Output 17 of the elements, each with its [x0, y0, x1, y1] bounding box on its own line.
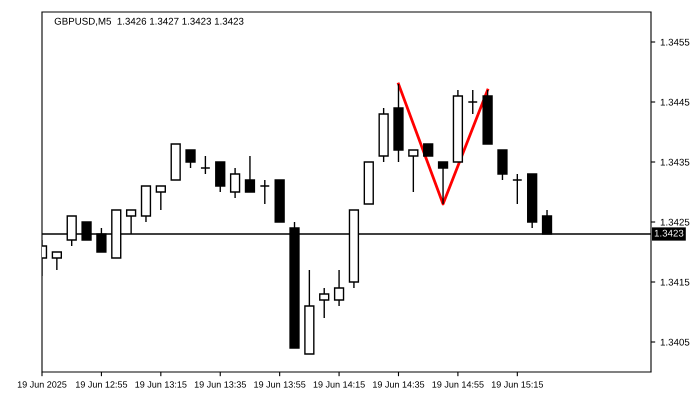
y-tick-label: 1.3435	[660, 158, 690, 166]
y-tick-label: 1.3415	[660, 278, 690, 286]
x-tick-label: 19 Jun 2025	[18, 381, 66, 388]
y-tick-label: 1.3445	[660, 98, 690, 106]
x-tick-label: 19 Jun 13:15	[135, 381, 187, 388]
x-tick-label: 19 Jun 15:15	[492, 381, 544, 388]
y-tick-label: 1.3405	[660, 338, 690, 346]
x-tick-label: 19 Jun 14:55	[432, 381, 484, 388]
x-tick-label: 19 Jun 14:35	[373, 381, 424, 388]
x-tick-label: 19 Jun 13:35	[194, 381, 246, 388]
text: GBPUSD,M5 1.3426 1.3427 1.3423 1.3423	[54, 18, 244, 26]
x-tick-label: 19 Jun 13:55	[254, 381, 306, 388]
x-tick-label: 19 Jun 12:55	[76, 381, 128, 388]
ref-line-label: 1.3423	[654, 230, 684, 237]
y-tick-label: 1.3425	[660, 218, 690, 226]
x-tick-label: 19 Jun 14:15	[314, 381, 365, 388]
y-tick-label: 1.3455	[660, 38, 690, 46]
